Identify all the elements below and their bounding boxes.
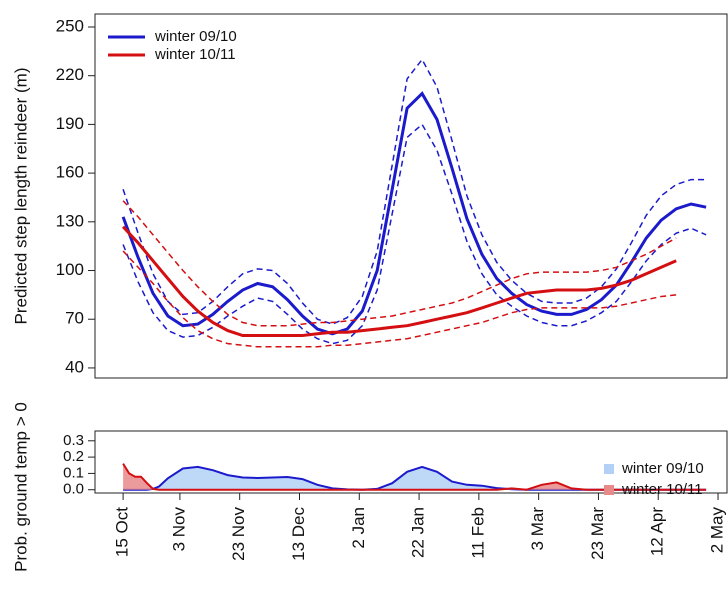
confidence-band [122, 123, 707, 345]
y-tick-label: 0.1 [63, 464, 84, 481]
area [123, 466, 707, 490]
x-tick-label: 23 Nov [229, 507, 248, 561]
x-tick-label: 15 Oct [113, 507, 132, 557]
x-tick-label: 23 Mar [588, 507, 607, 560]
y-axis-title: Predicted step length reindeer (m) [11, 67, 30, 324]
confidence-band [122, 200, 677, 327]
x-tick-label: 2 May [708, 507, 727, 554]
legend-label: winter 09/10 [621, 460, 704, 477]
legend-label: winter 10/11 [154, 46, 236, 63]
y-tick-label: 220 [56, 65, 84, 84]
y-tick-label: 40 [65, 357, 84, 376]
y-tick-label: 190 [56, 114, 84, 133]
y-tick-label: 250 [56, 16, 84, 35]
line [121, 225, 677, 337]
confidence-band [122, 58, 707, 325]
x-tick-label: 12 Apr [648, 507, 667, 556]
legend-label: winter 09/10 [154, 28, 237, 45]
y-axis-title: Prob. ground temp > 0 [11, 402, 30, 572]
plot-frame [94, 13, 728, 379]
y-tick-label: 100 [56, 260, 84, 279]
confidence-band [122, 250, 677, 348]
x-tick-label: 3 Mar [528, 507, 547, 551]
x-tick-label: 13 Dec [289, 507, 308, 561]
y-tick-label: 0.3 [63, 432, 84, 449]
x-tick-label: 3 Nov [169, 507, 188, 552]
x-tick-label: 22 Jan [409, 507, 428, 558]
y-tick-label: 160 [56, 163, 84, 182]
y-tick-label: 130 [56, 211, 84, 230]
line [122, 463, 707, 491]
y-tick-label: 70 [65, 309, 84, 328]
legend-swatch [604, 485, 614, 495]
legend-label: winter 10/11 [621, 481, 703, 498]
legend-swatch [604, 464, 614, 474]
x-tick-label: 11 Feb [468, 507, 487, 559]
x-tick-label: 2 Jan [349, 507, 368, 549]
y-tick-label: 0.2 [63, 448, 84, 465]
y-tick-label: 0.0 [63, 481, 84, 498]
